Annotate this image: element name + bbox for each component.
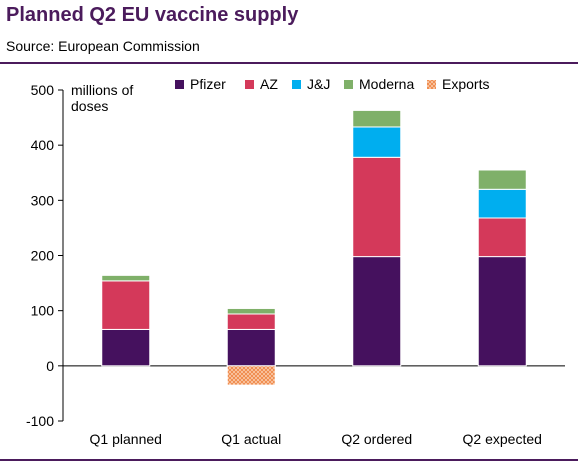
legend-swatch <box>245 80 254 89</box>
y-tick-label: 500 <box>31 82 55 98</box>
legend-swatch <box>175 80 184 89</box>
legend-label: J&J <box>307 76 330 92</box>
bar-segment-j-j <box>477 188 527 219</box>
legend-label: Pfizer <box>190 76 226 92</box>
y-axis-label-line2: doses <box>71 98 108 114</box>
x-tick-label: Q2 expected <box>463 431 542 447</box>
legend-label: Exports <box>442 76 489 92</box>
bar-segment-moderna <box>101 274 151 282</box>
bar-segment-moderna <box>352 109 402 128</box>
y-tick-label: 100 <box>31 303 55 319</box>
bar-segment-pfizer <box>101 328 151 367</box>
y-tick-label: -100 <box>26 413 54 429</box>
bar-segment-az <box>226 313 276 330</box>
bar-segment-pfizer <box>477 256 527 367</box>
y-axis-label-line1: millions of <box>71 82 133 98</box>
y-tick-label: 0 <box>46 358 54 374</box>
chart-source: Source: European Commission <box>6 38 200 54</box>
bar-segment-exports <box>226 365 276 386</box>
legend-swatch <box>427 80 436 89</box>
y-tick-label: 300 <box>31 192 55 208</box>
legend: Pfizer AZ J&J Moderna Exports <box>175 76 489 92</box>
bottom-rule <box>0 459 578 461</box>
axes: -100 0 100 200 300 400 500 Q1 planned Q1 actual Q… <box>26 82 565 447</box>
chart-title: Planned Q2 EU vaccine supply <box>6 4 299 26</box>
x-tick-label: Q2 ordered <box>341 431 412 447</box>
bar-segment-j-j <box>352 126 402 158</box>
x-tick-label: Q1 planned <box>90 431 162 447</box>
bar-segment-az <box>101 280 151 330</box>
bar-segment-moderna <box>226 307 276 315</box>
bar-segment-pfizer <box>226 328 276 367</box>
legend-label: Moderna <box>359 76 414 92</box>
bar-segment-az <box>352 156 402 258</box>
bar-segment-moderna <box>477 169 527 190</box>
legend-label: AZ <box>260 76 278 92</box>
bars <box>101 109 527 386</box>
top-rule <box>0 62 578 64</box>
y-tick-label: 400 <box>31 137 55 153</box>
bar-segment-pfizer <box>352 256 402 367</box>
bar-segment-az <box>477 217 527 258</box>
legend-swatch <box>344 80 353 89</box>
y-tick-label: 200 <box>31 248 55 264</box>
x-tick-label: Q1 actual <box>221 431 281 447</box>
legend-swatch <box>292 80 301 89</box>
